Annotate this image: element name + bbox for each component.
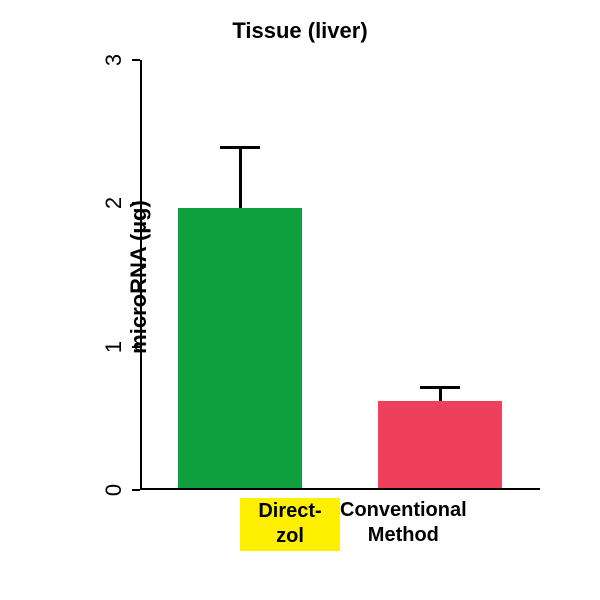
y-tick bbox=[132, 59, 140, 61]
bar-chart: Tissue (liver) 0123 microRNA (µg)Direct-… bbox=[0, 0, 600, 600]
error-bar-cap bbox=[220, 146, 260, 149]
y-tick-label: 1 bbox=[101, 335, 127, 359]
error-bar-stem bbox=[239, 147, 242, 207]
bar bbox=[178, 208, 302, 488]
x-category-label-text: Direct-zol bbox=[240, 498, 340, 551]
x-category-label-text: ConventionalMethod bbox=[340, 498, 467, 548]
y-tick-label: 2 bbox=[101, 191, 127, 215]
y-tick bbox=[132, 489, 140, 491]
x-axis bbox=[140, 488, 540, 490]
error-bar-cap bbox=[420, 386, 460, 389]
plot-area: 0123 bbox=[140, 60, 540, 490]
bar bbox=[378, 401, 502, 488]
chart-title: Tissue (liver) bbox=[0, 18, 600, 44]
y-tick-label: 0 bbox=[101, 478, 127, 502]
error-bar-stem bbox=[439, 387, 442, 401]
y-axis-label: microRNA (µg) bbox=[126, 200, 152, 354]
y-tick-label: 3 bbox=[101, 48, 127, 72]
